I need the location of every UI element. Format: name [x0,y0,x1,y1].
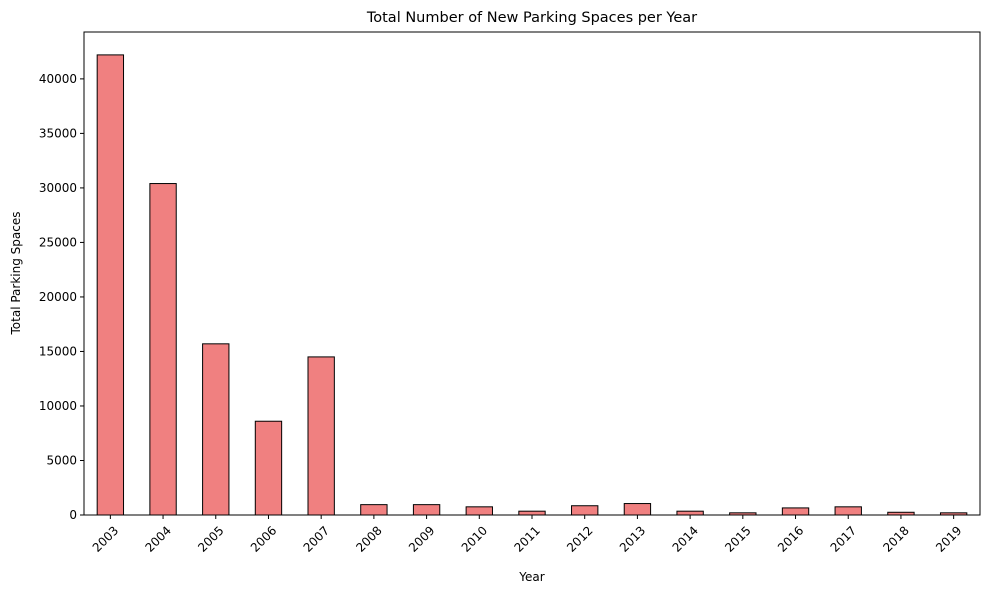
y-tick-label: 0 [69,508,77,522]
y-tick-label: 5000 [46,453,77,467]
x-tick-label: 2016 [775,523,806,554]
y-axis: 0 5000 10000 15000 20000 25000 30000 35000 40000 [39,72,84,522]
x-tick-label: 2003 [90,523,121,554]
bar-2011 [518,510,546,516]
x-tick-label: 2008 [353,523,384,554]
plot-frame [83,31,981,516]
bar-2006 [254,420,283,516]
bar-2017 [834,506,862,516]
bar-2003 [96,54,125,516]
x-tick-label: 2007 [301,523,332,554]
x-tick-label: 2018 [880,523,911,554]
bar-2004 [149,183,177,516]
y-tick-label: 15000 [39,344,77,358]
x-tick-label: 2014 [670,523,701,554]
bar-2014 [676,510,704,516]
bar-2009 [412,504,441,516]
bar-2007 [307,356,335,516]
bar-2010 [465,506,493,516]
y-tick-label: 10000 [39,399,77,413]
bars-group [96,54,968,516]
x-tick-label: 2004 [142,523,173,554]
y-tick-label: 20000 [39,290,77,304]
y-tick-label: 25000 [39,235,77,249]
bar-2005 [202,343,230,516]
x-tick-label: 2015 [722,523,753,554]
x-axis-label: Year [518,570,544,584]
chart-title: Total Number of New Parking Spaces per Y… [366,10,697,26]
x-tick-label: 2010 [459,523,490,554]
x-axis: 2003 2004 2005 2006 2007 2008 2009 2010 2011 2012… [90,515,965,555]
y-tick-label: 30000 [39,181,77,195]
y-axis-label: Total Parking Spaces [9,212,23,336]
bar-2013 [623,503,652,516]
bar-2016 [781,507,810,516]
x-tick-label: 2013 [617,523,648,554]
bar-2012 [571,505,599,516]
y-tick-label: 40000 [39,72,77,86]
x-tick-label: 2019 [933,523,964,554]
x-tick-label: 2005 [195,523,226,554]
x-tick-label: 2012 [564,523,595,554]
x-tick-label: 2017 [828,523,859,554]
x-tick-label: 2011 [511,523,542,554]
y-tick-label: 35000 [39,126,77,140]
x-tick-label: 2006 [248,523,279,554]
x-tick-label: 2009 [406,523,437,554]
bar-2008 [360,504,388,516]
